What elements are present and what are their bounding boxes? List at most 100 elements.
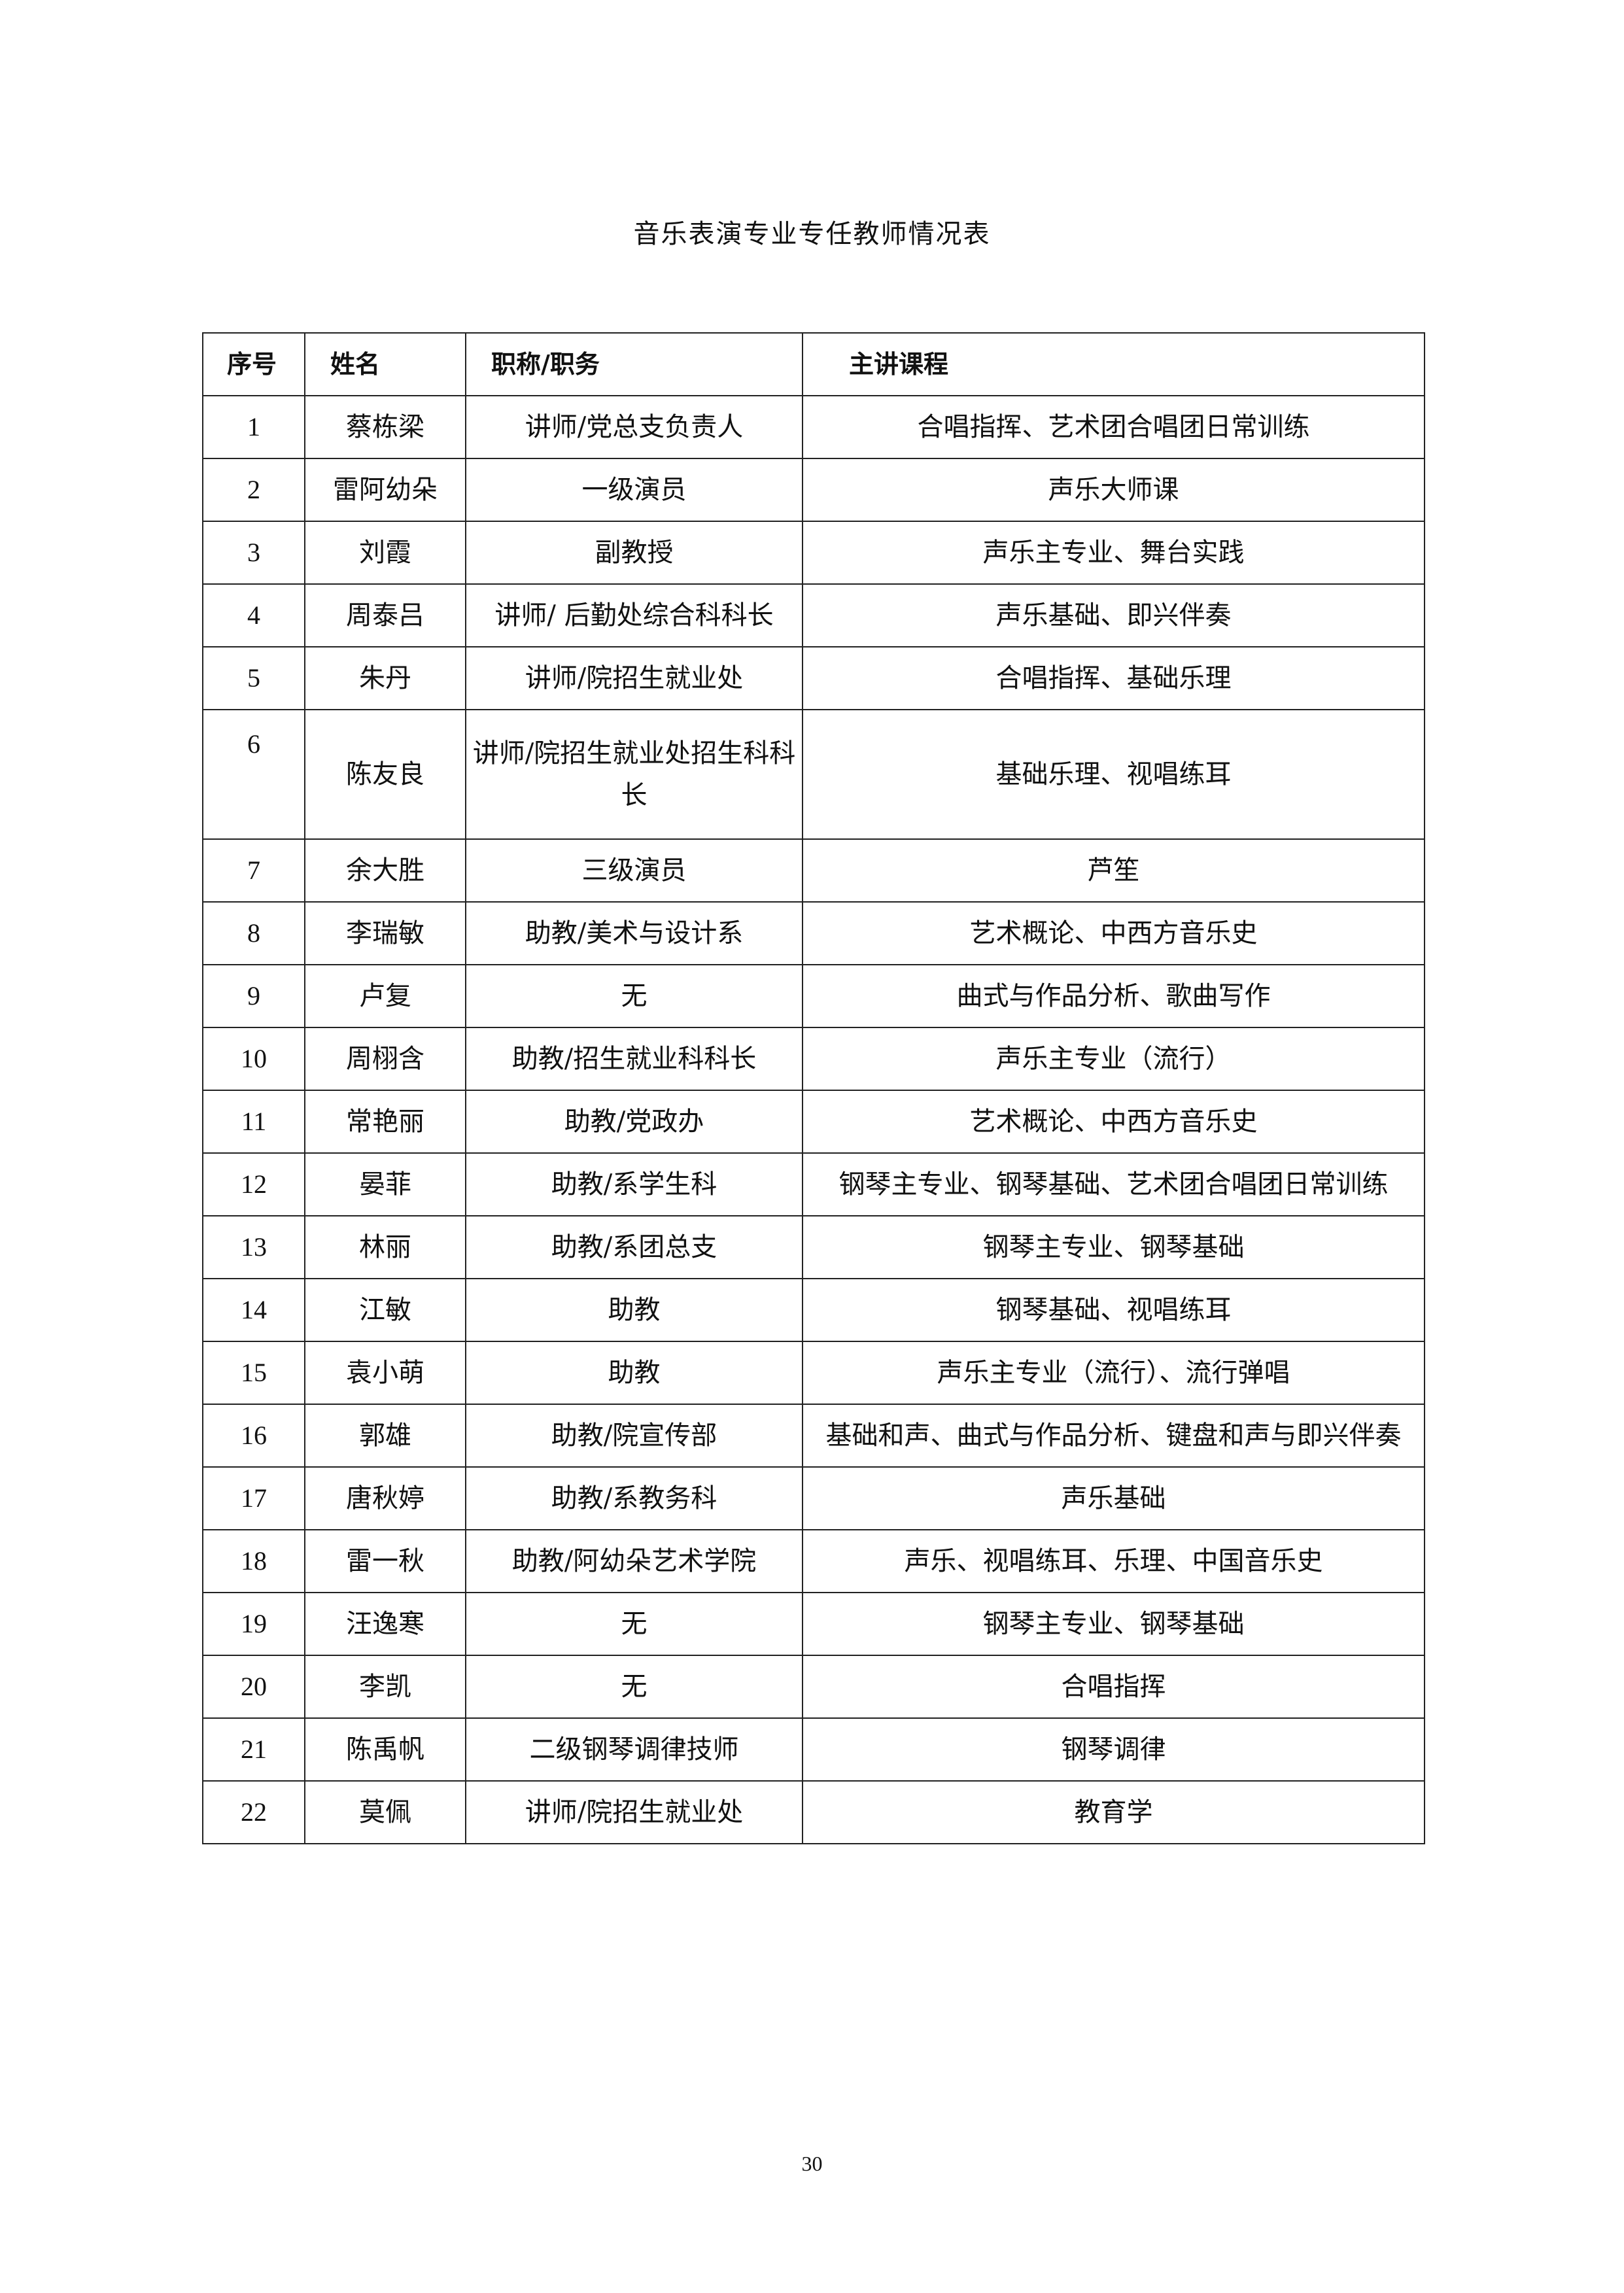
cell-name: 常艳丽: [304, 1090, 466, 1154]
page-title: 音乐表演专业专任教师情况表: [633, 219, 991, 249]
cell-name: 雷阿幼朵: [304, 458, 466, 522]
cell-title: 一级演员: [465, 458, 803, 522]
cell-courses: 芦笙: [802, 838, 1425, 903]
cell-courses: 艺术概论、中西方音乐史: [802, 1090, 1425, 1154]
cell-title: 助教/美术与设计系: [465, 901, 803, 965]
page-number: 30: [801, 2152, 823, 2175]
cell-courses: 钢琴基础、视唱练耳: [802, 1278, 1425, 1342]
teacher-table: 序号 姓名 职称/职务 主讲课程 1 蔡栋梁 讲师/党总支负责人 合唱指挥、艺术团合唱…: [202, 332, 1425, 1844]
cell-title: 无: [465, 1592, 803, 1656]
cell-name: 李凯: [304, 1655, 466, 1719]
cell-index: 8: [202, 901, 305, 965]
cell-name: 周栩含: [304, 1027, 466, 1091]
cell-index: 13: [202, 1215, 305, 1279]
cell-courses: 合唱指挥、基础乐理: [802, 646, 1425, 710]
cell-name: 刘霞: [304, 521, 466, 585]
table-row: 21 陈禹帆 二级钢琴调律技师 钢琴调律: [202, 1717, 1425, 1782]
cell-title: 三级演员: [465, 838, 803, 903]
cell-courses: 基础和声、曲式与作品分析、键盘和声与即兴伴奏: [802, 1404, 1425, 1468]
cell-name: 李瑞敏: [304, 901, 466, 965]
cell-index: 4: [202, 583, 305, 647]
cell-title: 无: [465, 1655, 803, 1719]
cell-courses: 合唱指挥: [802, 1655, 1425, 1719]
cell-courses: 声乐主专业、舞台实践: [802, 521, 1425, 585]
cell-courses: 钢琴主专业、钢琴基础: [802, 1592, 1425, 1656]
cell-title: 助教/招生就业科科长: [465, 1027, 803, 1091]
cell-title: 讲师/ 后勤处综合科科长: [465, 583, 803, 647]
table-row: 17 唐秋婷 助教/系教务科 声乐基础: [202, 1466, 1425, 1530]
table-row: 5 朱丹 讲师/院招生就业处 合唱指挥、基础乐理: [202, 646, 1425, 710]
cell-index: 14: [202, 1278, 305, 1342]
cell-courses: 声乐大师课: [802, 458, 1425, 522]
cell-index: 15: [202, 1341, 305, 1405]
table-row: 7 余大胜 三级演员 芦笙: [202, 838, 1425, 903]
cell-courses: 基础乐理、视唱练耳: [802, 709, 1425, 840]
cell-courses: 钢琴主专业、钢琴基础: [802, 1215, 1425, 1279]
cell-title: 助教/党政办: [465, 1090, 803, 1154]
cell-index: 2: [202, 458, 305, 522]
cell-index: 20: [202, 1655, 305, 1719]
cell-index: 21: [202, 1717, 305, 1782]
cell-name: 余大胜: [304, 838, 466, 903]
table-row: 12 晏菲 助教/系学生科 钢琴主专业、钢琴基础、艺术团合唱团日常训练: [202, 1152, 1425, 1216]
table-row: 20 李凯无合唱指挥: [202, 1655, 1425, 1719]
cell-name: 林丽: [304, 1215, 466, 1279]
table-row: 13 林丽 助教/系团总支 钢琴主专业、钢琴基础: [202, 1215, 1425, 1279]
cell-index: 19: [202, 1592, 305, 1656]
cell-name: 郭雄: [304, 1404, 466, 1468]
cell-title: 助教/系教务科: [465, 1466, 803, 1530]
cell-title: 助教/系学生科: [465, 1152, 803, 1216]
cell-index: 3: [202, 521, 305, 585]
cell-index: 9: [202, 964, 305, 1028]
cell-index: 12: [202, 1152, 305, 1216]
cell-name: 卢复: [304, 964, 466, 1028]
table-row: 8 李瑞敏 助教/美术与设计系 艺术概论、中西方音乐史: [202, 901, 1425, 965]
cell-name: 蔡栋梁: [304, 395, 466, 459]
cell-title: 助教/阿幼朵艺术学院: [465, 1529, 803, 1593]
cell-courses: 声乐基础: [802, 1466, 1425, 1530]
cell-name: 陈禹帆: [304, 1717, 466, 1782]
cell-index: 17: [202, 1466, 305, 1530]
cell-title: 讲师/党总支负责人: [465, 395, 803, 459]
cell-courses: 声乐主专业（流行）、流行弹唱: [802, 1341, 1425, 1405]
cell-index: 7: [202, 838, 305, 903]
cell-courses: 声乐基础、即兴伴奏: [802, 583, 1425, 647]
table-row: 3 刘霞 副教授 声乐主专业、舞台实践: [202, 521, 1425, 585]
cell-courses: 艺术概论、中西方音乐史: [802, 901, 1425, 965]
cell-courses: 钢琴调律: [802, 1717, 1425, 1782]
table-row: 9 卢复无曲式与作品分析、歌曲写作: [202, 964, 1425, 1028]
cell-name: 汪逸寒: [304, 1592, 466, 1656]
cell-index: 6: [202, 709, 305, 840]
header-name: 姓名: [304, 332, 466, 396]
cell-name: 袁小萌: [304, 1341, 466, 1405]
table-row: 18 雷一秋 助教/阿幼朵艺术学院 声乐、视唱练耳、乐理、中国音乐史: [202, 1529, 1425, 1593]
table-header-row: 序号 姓名 职称/职务 主讲课程: [202, 332, 1425, 396]
cell-title: 讲师/院招生就业处招生科科长: [465, 709, 803, 840]
cell-index: 1: [202, 395, 305, 459]
cell-index: 16: [202, 1404, 305, 1468]
cell-courses: 钢琴主专业、钢琴基础、艺术团合唱团日常训练: [802, 1152, 1425, 1216]
cell-title: 助教: [465, 1278, 803, 1342]
cell-name: 雷一秋: [304, 1529, 466, 1593]
cell-title: 助教/院宣传部: [465, 1404, 803, 1468]
cell-index: 10: [202, 1027, 305, 1091]
cell-courses: 声乐主专业（流行）: [802, 1027, 1425, 1091]
cell-name: 晏菲: [304, 1152, 466, 1216]
table-row: 10 周栩含 助教/招生就业科科长 声乐主专业（流行）: [202, 1027, 1425, 1091]
cell-title: 副教授: [465, 521, 803, 585]
cell-title: 无: [465, 964, 803, 1028]
table-row: 6 陈友良 讲师/院招生就业处招生科科长 基础乐理、视唱练耳: [202, 709, 1425, 840]
cell-name: 陈友良: [304, 709, 466, 840]
cell-name: 莫佩: [304, 1780, 466, 1844]
header-title: 职称/职务: [465, 332, 803, 396]
cell-name: 唐秋婷: [304, 1466, 466, 1530]
table-row: 16 郭雄 助教/院宣传部 基础和声、曲式与作品分析、键盘和声与即兴伴奏: [202, 1404, 1425, 1468]
table-row: 11 常艳丽 助教/党政办 艺术概论、中西方音乐史: [202, 1090, 1425, 1154]
cell-courses: 声乐、视唱练耳、乐理、中国音乐史: [802, 1529, 1425, 1593]
table-row: 14 江敏 助教 钢琴基础、视唱练耳: [202, 1278, 1425, 1342]
cell-title: 助教: [465, 1341, 803, 1405]
cell-name: 江敏: [304, 1278, 466, 1342]
cell-name: 朱丹: [304, 646, 466, 710]
cell-courses: 合唱指挥、艺术团合唱团日常训练: [802, 395, 1425, 459]
cell-courses: 曲式与作品分析、歌曲写作: [802, 964, 1425, 1028]
